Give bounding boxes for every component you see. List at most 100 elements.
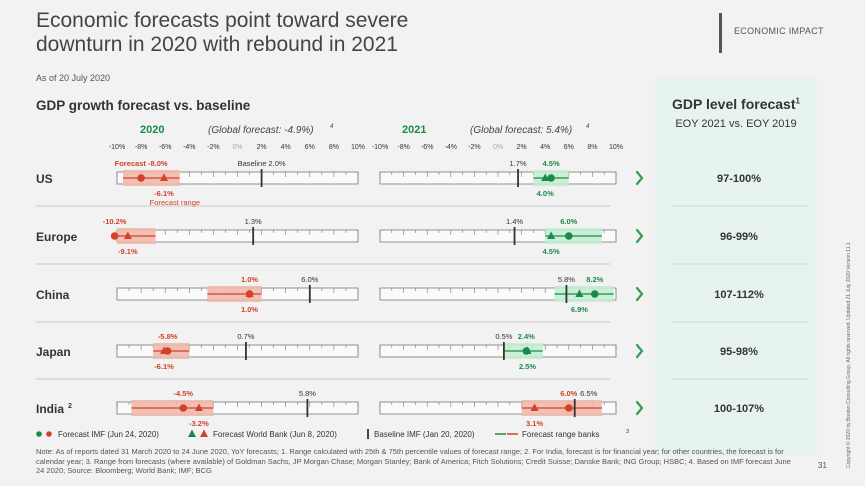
world-bank-forecast-label: -9.1% (118, 247, 138, 256)
tick-label: -8% (135, 144, 147, 151)
gdp-level-value: 107-112% (714, 289, 764, 301)
panel-global-sup-2021: 4 (586, 124, 590, 130)
world-bank-forecast-label: -3.2% (189, 419, 209, 428)
gdp-level-panel: GDP level forecast1 EOY 2021 vs. EOY 201… (655, 78, 817, 456)
imf-forecast-label: Forecast -8.0% (115, 159, 168, 168)
tick-label: -2% (468, 144, 480, 151)
page-title-line1: Economic forecasts point toward severe (36, 9, 409, 32)
legend-wb-triangle-green (188, 429, 196, 437)
legend-wb-label: Forecast World Bank (Jun 8, 2020) (213, 430, 337, 439)
tick-label: -6% (159, 144, 171, 151)
gdp-level-title: GDP level forecast1 (655, 96, 817, 112)
imf-forecast-label: -5.8% (158, 332, 178, 341)
copyright-text: Copyright © 2020 by Boston Consulting Gr… (846, 242, 852, 468)
world-bank-forecast-triangle (123, 231, 132, 239)
forecast-range-label: Forecast range (150, 198, 200, 207)
imf-forecast-dot (547, 174, 555, 182)
baseline-label: 5.8% (299, 389, 316, 398)
tick-label: 2% (517, 144, 527, 151)
legend-imf-label: Forecast IMF (Jun 24, 2020) (58, 430, 159, 439)
chevron-right-icon (635, 170, 644, 186)
world-bank-forecast-label: 4.5% (543, 247, 560, 256)
chevron-right-icon (635, 400, 644, 416)
baseline-label: 1.7% (510, 159, 527, 168)
gdp-level-value: 97-100% (717, 173, 761, 185)
tick-label: -10% (372, 144, 388, 151)
legend-range-label: Forecast range banks (522, 430, 599, 439)
row-label-india: India (36, 402, 64, 416)
world-bank-forecast-label: 6.9% (571, 305, 588, 314)
tick-label: 10% (609, 144, 623, 151)
baseline-label: 0.5% (495, 332, 512, 341)
imf-forecast-label: 1.0% (241, 275, 258, 284)
imf-forecast-dot (565, 404, 573, 412)
legend-baseline-label: Baseline IMF (Jan 20, 2020) (374, 430, 475, 439)
tick-label: -10% (109, 144, 125, 151)
tick-label: 2% (257, 144, 267, 151)
tick-label: 4% (281, 144, 291, 151)
baseline-label: 5.8% (558, 275, 575, 284)
panel-global-sup-2020: 4 (330, 124, 334, 130)
tick-label: 0% (232, 144, 242, 151)
chevron-right-icon (635, 228, 644, 244)
tick-label: 8% (587, 144, 597, 151)
page-title: Economic forecasts point toward severe d… (36, 9, 408, 57)
world-bank-forecast-label: 2.5% (519, 362, 536, 371)
world-bank-forecast-triangle (245, 289, 254, 297)
legend-wb-triangle-red (200, 429, 208, 437)
panel-global-forecast-2021: (Global forecast: 5.4%) (470, 125, 572, 136)
baseline-label: 6.5% (580, 389, 597, 398)
footnote: Note: As of reports dated 31 March 2020 … (36, 447, 791, 475)
imf-forecast-label: 2.4% (518, 332, 535, 341)
imf-forecast-label: -10.2% (103, 217, 127, 226)
baseline-label: 1.3% (245, 217, 262, 226)
world-bank-forecast-triangle (159, 346, 168, 354)
section-label: ECONOMIC IMPACT (734, 26, 824, 36)
gdp-level-subtitle: EOY 2021 vs. EOY 2019 (675, 118, 797, 130)
imf-forecast-dot (179, 404, 188, 412)
row-label-china: China (36, 288, 70, 302)
world-bank-forecast-label: -6.1% (154, 189, 174, 198)
world-bank-forecast-label: 3.1% (526, 419, 543, 428)
imf-forecast-dot (590, 290, 599, 298)
panel-year-2020: 2020 (140, 124, 164, 136)
world-bank-forecast-label: 1.0% (241, 305, 258, 314)
world-bank-forecast-label: -6.1% (154, 362, 174, 371)
tick-label: 0% (493, 144, 503, 151)
legend-imf-dot-green (36, 431, 42, 437)
imf-forecast-label: 6.0% (560, 217, 577, 226)
world-bank-forecast-triangle (575, 289, 584, 297)
world-bank-forecast-triangle (530, 403, 539, 411)
world-bank-forecast-label: 4.0% (537, 189, 554, 198)
tick-label: 6% (305, 144, 315, 151)
tick-label: -8% (397, 144, 409, 151)
world-bank-forecast-triangle (547, 231, 556, 239)
chevron-right-icon (635, 286, 644, 302)
row-label-japan: Japan (36, 345, 71, 359)
gdp-level-value: 100-107% (714, 403, 764, 415)
row-label-us: US (36, 172, 53, 186)
baseline-label: 1.4% (506, 217, 523, 226)
baseline-label: 6.0% (301, 275, 318, 284)
legend-range-sup: 3 (626, 429, 629, 435)
imf-forecast-label: 4.5% (543, 159, 560, 168)
tick-label: -2% (207, 144, 219, 151)
imf-forecast-label: 6.0% (560, 389, 577, 398)
world-bank-forecast-triangle (541, 173, 550, 181)
gdp-level-value: 95-98% (720, 346, 758, 358)
imf-forecast-dot (137, 174, 145, 182)
panel-year-2021: 2021 (402, 124, 426, 136)
baseline-label: Baseline 2.0% (238, 159, 286, 168)
imf-forecast-dot (110, 232, 119, 240)
tick-label: -4% (183, 144, 195, 151)
baseline-label: 0.7% (237, 332, 254, 341)
chevron-right-icon (635, 343, 644, 359)
world-bank-forecast-triangle (159, 173, 168, 181)
page-title-line2: downturn in 2020 with rebound in 2021 (36, 33, 398, 56)
imf-forecast-dot (565, 232, 573, 240)
tick-label: 6% (564, 144, 574, 151)
chart-title: GDP growth forecast vs. baseline (36, 98, 251, 113)
tick-label: 4% (540, 144, 550, 151)
world-bank-forecast-triangle (194, 403, 203, 411)
